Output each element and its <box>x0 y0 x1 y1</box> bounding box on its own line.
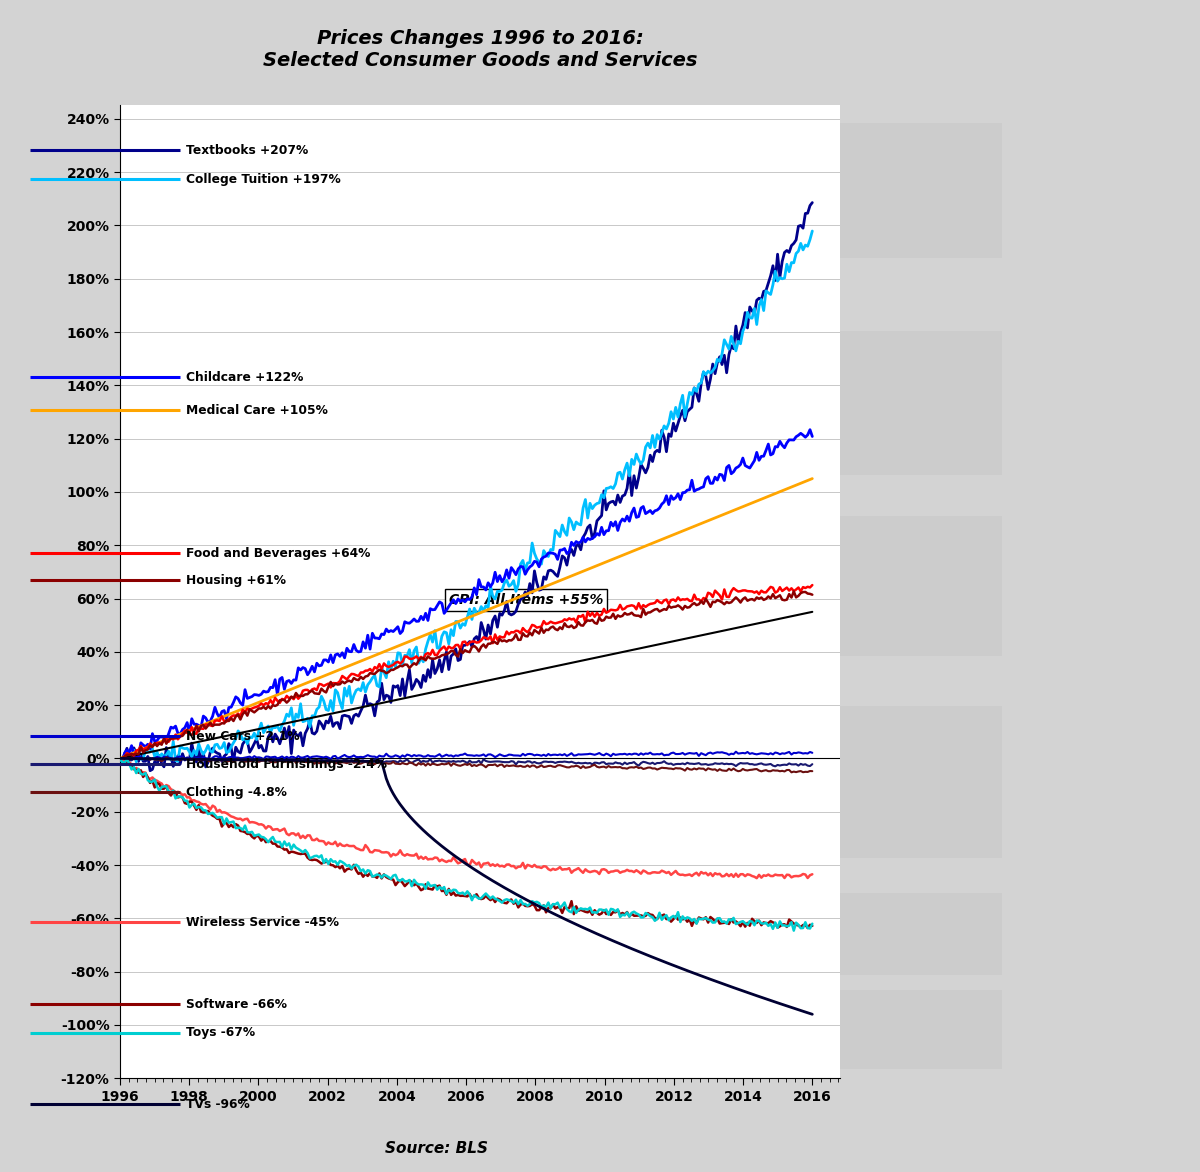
Bar <box>840 706 1002 858</box>
Text: Food and Beverages +64%: Food and Beverages +64% <box>186 546 371 560</box>
Text: Software -66%: Software -66% <box>186 997 287 1011</box>
Text: Textbooks +207%: Textbooks +207% <box>186 143 308 157</box>
Text: Housing +61%: Housing +61% <box>186 573 286 587</box>
Text: College Tuition +197%: College Tuition +197% <box>186 172 341 186</box>
Bar <box>840 990 1002 1069</box>
Text: Wireless Service -45%: Wireless Service -45% <box>186 915 340 929</box>
Text: Clothing -4.8%: Clothing -4.8% <box>186 785 287 799</box>
Text: Household Furnishings -2.4%: Household Furnishings -2.4% <box>186 757 386 771</box>
Bar <box>840 331 1002 475</box>
Text: Childcare +122%: Childcare +122% <box>186 370 304 384</box>
Text: Toys -67%: Toys -67% <box>186 1026 256 1040</box>
Bar <box>840 893 1002 975</box>
Text: CPI: All Items +55%: CPI: All Items +55% <box>449 593 604 607</box>
Text: New Cars +2.1%: New Cars +2.1% <box>186 729 300 743</box>
Text: Source: BLS: Source: BLS <box>385 1142 488 1157</box>
Text: TVs -96%: TVs -96% <box>186 1097 250 1111</box>
Text: Medical Care +105%: Medical Care +105% <box>186 403 328 417</box>
Bar <box>840 516 1002 656</box>
Text: Prices Changes 1996 to 2016:
Selected Consumer Goods and Services: Prices Changes 1996 to 2016: Selected Co… <box>263 29 697 70</box>
Bar <box>840 123 1002 258</box>
